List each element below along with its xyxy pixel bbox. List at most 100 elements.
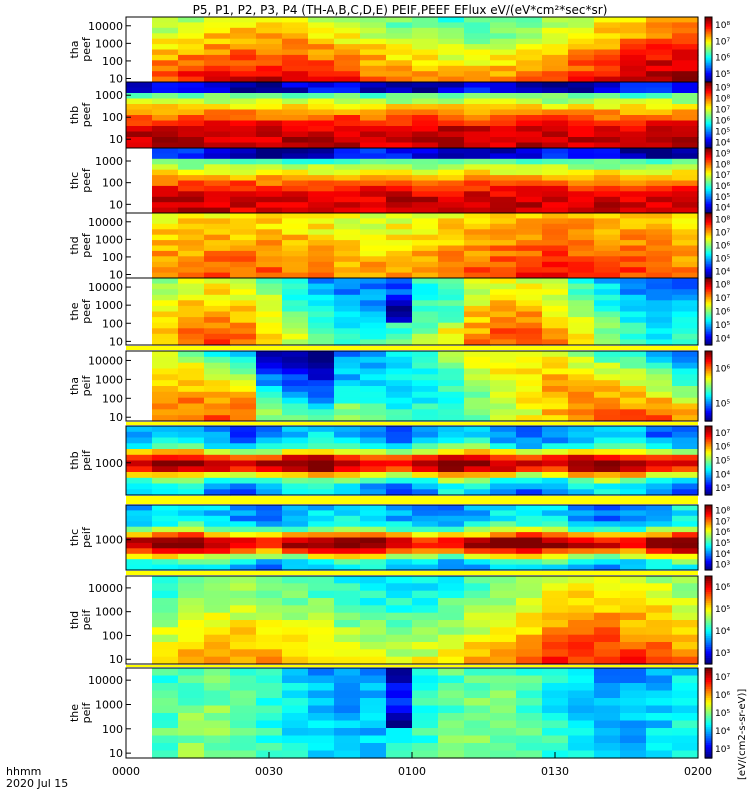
heatmap-cell [282, 44, 309, 51]
heatmap-cell [152, 76, 179, 83]
heatmap-cell [646, 472, 673, 479]
heatmap-cell [412, 234, 439, 241]
heatmap-cell [594, 158, 621, 165]
heatmap-cell [178, 294, 205, 301]
heatmap-cell [516, 431, 543, 439]
heatmap-cell [308, 153, 335, 160]
heatmap-cell [334, 245, 361, 252]
heatmap-cell [360, 675, 387, 684]
heatmap-cell [672, 120, 699, 127]
heatmap-cell [516, 218, 543, 225]
heatmap-cell [516, 397, 543, 405]
heatmap-cell [490, 49, 517, 56]
heatmap-cell [204, 115, 231, 122]
y-tick-label: 10 [109, 268, 123, 281]
heatmap-cell [568, 339, 595, 346]
heatmap-cell [464, 505, 491, 511]
heatmap-cell [438, 38, 465, 45]
heatmap-cell [594, 44, 621, 51]
heatmap-cell [386, 142, 413, 149]
heatmap-cell [438, 403, 465, 410]
heatmap-cell [386, 33, 413, 40]
heatmap-cell [334, 403, 361, 410]
heatmap-cell [516, 333, 543, 340]
heatmap-cell [308, 564, 335, 571]
heatmap-cell [412, 728, 439, 737]
heatmap-cell [516, 720, 543, 729]
heatmap-cell [152, 261, 179, 268]
heatmap-cell [516, 380, 543, 387]
heatmap-cell [126, 532, 153, 539]
heatmap-cell [178, 483, 205, 490]
heatmap-cell [464, 409, 491, 416]
heatmap-cell [672, 489, 699, 496]
heatmap-cell [464, 483, 491, 490]
heatmap-cell [178, 564, 205, 571]
heatmap-cell [282, 267, 309, 274]
heatmap-cell [620, 649, 647, 658]
heatmap-cell [464, 675, 491, 684]
heatmap-cell [620, 22, 647, 29]
heatmap-cell [282, 698, 309, 707]
heatmap-cell [412, 109, 439, 116]
heatmap-cell [646, 191, 673, 198]
heatmap-cell [308, 472, 335, 479]
heatmap-cell [126, 109, 153, 116]
heatmap-cell [334, 175, 361, 182]
heatmap-cell [204, 477, 231, 485]
heatmap-cell [542, 207, 569, 214]
heatmap-cell [386, 489, 413, 496]
heatmap-cell [568, 60, 595, 67]
heatmap-cell [178, 87, 205, 94]
heatmap-cell [672, 300, 699, 307]
heatmap-cell [438, 328, 465, 335]
heatmap-cell [386, 532, 413, 539]
heatmap-cell [464, 33, 491, 40]
heatmap-cell [360, 454, 387, 462]
colorbar-tick-label: 10⁷ [715, 294, 730, 304]
heatmap-cell [542, 605, 569, 614]
heatmap-cell [360, 175, 387, 182]
heatmap-cell [282, 175, 309, 182]
heatmap-cell [542, 60, 569, 67]
heatmap-cell [568, 283, 595, 290]
heatmap-cell [282, 196, 309, 203]
heatmap-cell [516, 505, 543, 511]
heatmap-cell [438, 27, 465, 34]
heatmap-cell [620, 185, 647, 192]
heatmap-cell [672, 634, 699, 643]
heatmap-cell [568, 223, 595, 230]
heatmap-cell [412, 164, 439, 171]
heatmap-cell [412, 191, 439, 198]
heatmap-cell [464, 283, 491, 290]
heatmap-cell [516, 583, 543, 592]
heatmap-cell [412, 33, 439, 40]
heatmap-cell [490, 642, 517, 650]
heatmap-cell [334, 305, 361, 313]
heatmap-cell [178, 437, 205, 444]
heatmap-cell [230, 431, 257, 439]
heatmap-cell [360, 38, 387, 45]
heatmap-cell [672, 548, 699, 555]
heatmap-cell [568, 515, 595, 522]
heatmap-cell [438, 483, 465, 490]
heatmap-cell [646, 415, 673, 422]
heatmap-cell [490, 339, 517, 346]
heatmap-cell [256, 449, 283, 456]
heatmap-cell [412, 261, 439, 268]
heatmap-cell [594, 71, 621, 78]
heatmap-cell [204, 415, 231, 422]
heatmap-cell [178, 668, 205, 677]
heatmap-cell [308, 218, 335, 225]
heatmap-cell [334, 612, 361, 621]
heatmap-cell [152, 54, 179, 61]
heatmap-cell [672, 564, 699, 571]
heatmap-cell [490, 750, 517, 759]
heatmap-cell [282, 202, 309, 209]
heatmap-cell [256, 245, 283, 252]
heatmap-cell [412, 153, 439, 160]
heatmap-cell [204, 54, 231, 61]
heatmap-cell [412, 98, 439, 105]
heatmap-cell [308, 460, 335, 467]
